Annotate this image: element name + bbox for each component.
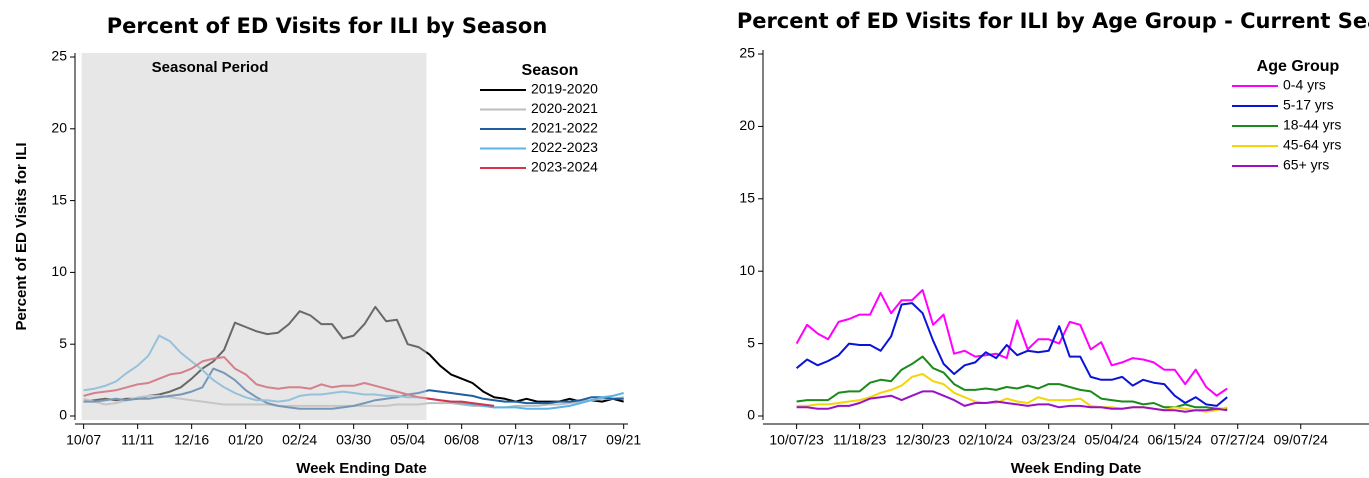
x-tick-label: 11/11: [121, 432, 154, 448]
x-axis-title: Week Ending Date: [296, 460, 427, 477]
x-tick-label: 05/04/24: [1084, 432, 1139, 448]
legend-label: 2023-2024: [531, 159, 598, 175]
y-tick-label: 15: [51, 191, 67, 207]
x-tick-label: 02/24: [282, 432, 317, 448]
annotation: Seasonal Period: [152, 59, 269, 76]
x-tick-label: 06/08: [444, 432, 479, 448]
legend-label: 5-17 yrs: [1283, 97, 1334, 113]
legend-label: 2019-2020: [531, 81, 598, 97]
series-line: [796, 390, 1228, 413]
y-tick-label: 25: [739, 45, 755, 61]
x-tick-label: 10/07: [66, 432, 101, 448]
chart-title: Percent of ED Visits for ILI by Age Grou…: [737, 9, 1369, 33]
x-tick-label: 07/13: [498, 432, 533, 448]
y-tick-label: 10: [51, 263, 67, 279]
legend-label: 2022-2023: [531, 139, 598, 155]
series-line: [795, 302, 1228, 407]
seasonal-shade: [81, 53, 427, 420]
y-tick-label: 10: [739, 262, 755, 278]
x-tick-label: 01/20: [228, 432, 263, 448]
x-tick-label: 08/17: [552, 432, 587, 448]
x-tick-label: 12/16: [174, 432, 209, 448]
x-tick-label: 12/30/23: [895, 432, 950, 448]
x-tick-label: 05/04: [390, 432, 425, 448]
legend-label: 0-4 yrs: [1283, 77, 1326, 93]
x-axis-title: Week Ending Date: [1011, 460, 1142, 477]
y-tick-label: 0: [747, 407, 755, 423]
y-tick-label: 25: [51, 48, 67, 64]
y-tick-label: 5: [747, 334, 755, 350]
series-line: [796, 355, 1228, 410]
y-tick-label: 0: [59, 407, 67, 423]
legend-label: 65+ yrs: [1283, 157, 1329, 173]
x-tick-label: 09/07/24: [1273, 432, 1328, 448]
x-tick-label: 03/30: [336, 432, 371, 448]
y-tick-label: 5: [59, 335, 67, 351]
x-tick-label: 07/27/24: [1210, 432, 1265, 448]
legend-label: 2021-2022: [531, 120, 598, 136]
y-tick-label: 20: [51, 120, 67, 136]
x-tick-label: 03/23/24: [1021, 432, 1076, 448]
legend-label: 2020-2021: [531, 100, 598, 116]
y-axis-title: Percent of ED Visits for ILI: [13, 142, 30, 330]
legend-label: 18-44 yrs: [1283, 117, 1341, 133]
legend-title: Age Group: [1257, 58, 1340, 75]
x-tick-label: 09/21: [606, 432, 641, 448]
x-tick-label: 10/07/23: [769, 432, 824, 448]
y-tick-label: 20: [739, 117, 755, 133]
legend-label: 45-64 yrs: [1283, 137, 1341, 153]
x-tick-label: 06/15/24: [1147, 432, 1202, 448]
x-tick-label: 11/18/23: [833, 432, 887, 448]
chart-title: Percent of ED Visits for ILI by Season: [107, 14, 548, 38]
x-tick-label: 02/10/24: [958, 432, 1013, 448]
legend-title: Season: [522, 62, 579, 79]
y-tick-label: 15: [739, 190, 755, 206]
series-line: [795, 289, 1228, 397]
